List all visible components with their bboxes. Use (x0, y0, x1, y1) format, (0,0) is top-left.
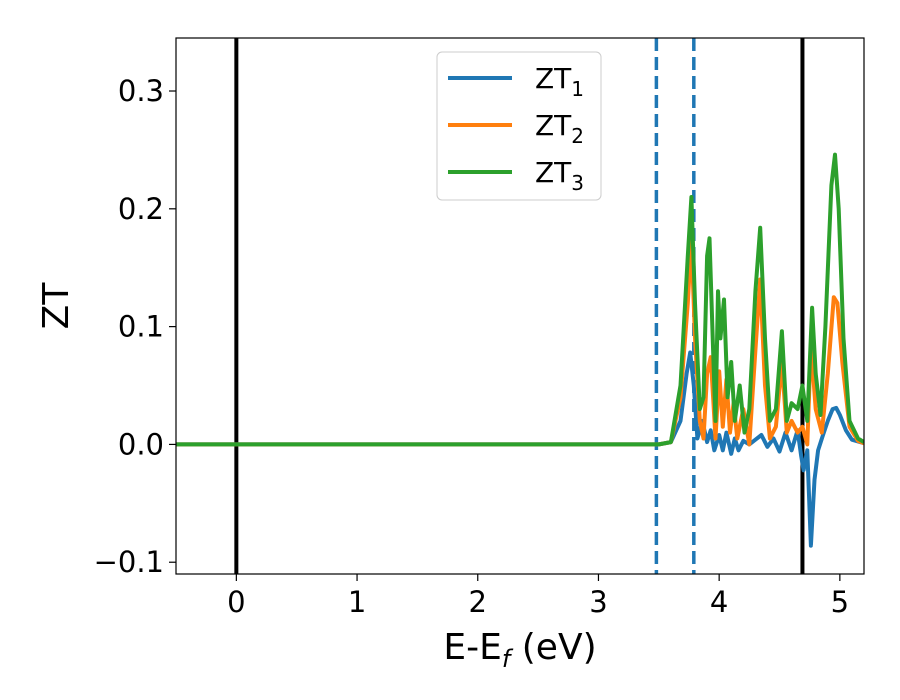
y-tick-label: 0.3 (118, 74, 164, 108)
series-line-zt1 (176, 350, 864, 548)
legend-label-zt1: ZT1 (535, 62, 584, 101)
x-tick-label: 1 (348, 585, 366, 619)
y-tick-label: 0.2 (118, 192, 164, 226)
y-axis: −0.1 0.0 0.1 0.2 0.3 (94, 74, 176, 579)
legend-box (436, 51, 602, 201)
plot-frame (175, 37, 865, 575)
y-tick-label: −0.1 (94, 545, 164, 579)
x-axis-title-main: E-E (443, 627, 501, 668)
series-line-zt3 (176, 152, 864, 447)
y-axis-title: ZT (36, 282, 77, 330)
x-tick-label: 0 (227, 585, 245, 619)
x-tick-label: 3 (589, 585, 607, 619)
x-axis-title-unit: (eV) (510, 627, 596, 668)
legend-label-zt3: ZT3 (535, 156, 584, 195)
legend: ZT1 ZT2 ZT3 (436, 51, 602, 201)
y-tick-label: 0.0 (118, 427, 164, 461)
x-tick-label: 4 (710, 585, 728, 619)
x-axis: 0 1 2 3 4 5 (227, 574, 849, 619)
x-axis-title: E-Ef (eV) (443, 627, 596, 673)
x-tick-label: 2 (469, 585, 487, 619)
series-layer (176, 152, 864, 548)
x-tick-label: 5 (831, 585, 849, 619)
y-tick-label: 0.1 (118, 310, 164, 344)
legend-label-zt2: ZT2 (535, 109, 584, 148)
